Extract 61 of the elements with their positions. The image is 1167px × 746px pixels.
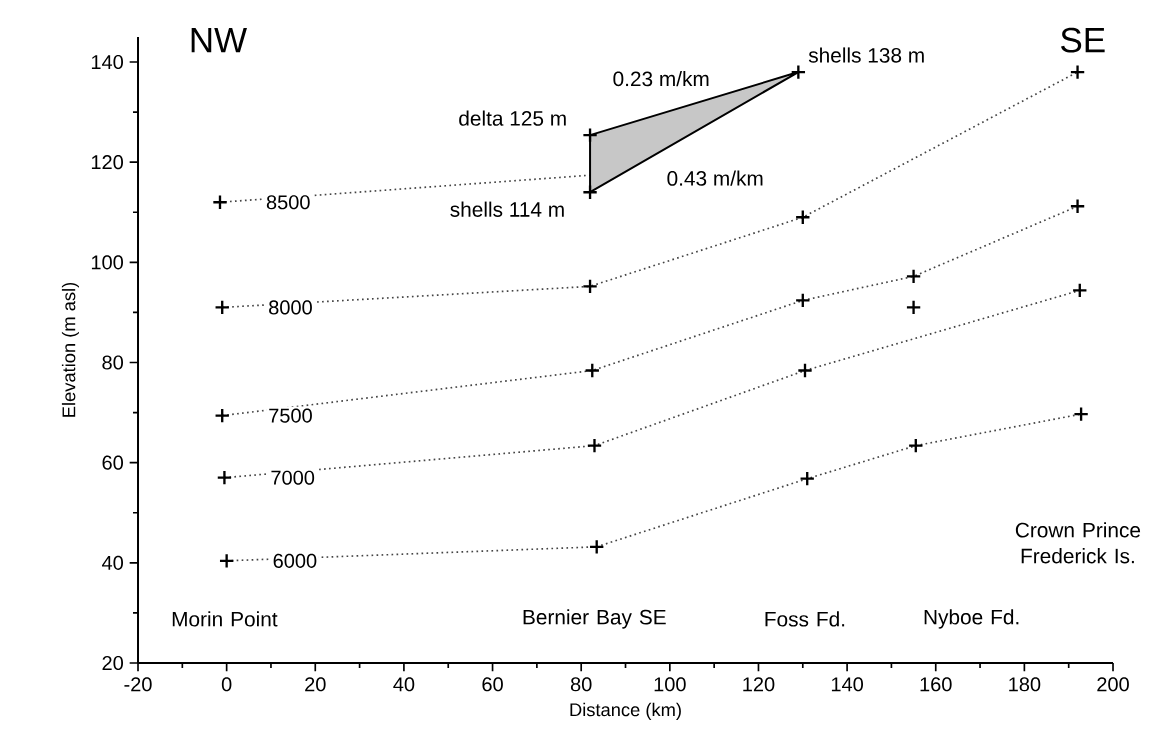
annotation: NW <box>191 28 247 53</box>
point <box>212 194 228 211</box>
y-tick-label: 20 <box>102 655 124 671</box>
x-tick-label: 60 <box>482 677 503 692</box>
y-tick-label: 60 <box>102 455 124 470</box>
series-label: 8000 <box>269 300 312 315</box>
series-label: 6000 <box>273 553 317 568</box>
x-tick-label: 0 <box>221 677 232 692</box>
annotation: shells 138 m <box>808 47 924 63</box>
x-tick-label: 100 <box>654 677 686 692</box>
point <box>905 299 922 316</box>
annotation: delta 125 m <box>459 110 566 126</box>
annotation: Nyboe Fd. <box>924 609 1019 629</box>
point <box>907 437 924 454</box>
x-axis-title: Distance (km) <box>570 702 681 720</box>
annotation: 0.23 m/km <box>613 70 709 87</box>
x-tick-label: 140 <box>831 677 864 692</box>
annotation: Crown Prince Frederick Is. <box>1015 522 1141 564</box>
point <box>584 362 601 379</box>
point <box>1071 282 1088 299</box>
point <box>218 553 235 569</box>
x-tick-label: 80 <box>570 677 592 692</box>
point <box>797 362 813 379</box>
point <box>790 64 807 80</box>
series-label: 8500 <box>266 195 310 210</box>
point <box>905 268 922 285</box>
series-label: 7500 <box>269 408 312 423</box>
y-tick-label: 40 <box>102 555 124 570</box>
annotation: SE <box>1061 27 1105 53</box>
point <box>588 538 605 555</box>
x-tick-label: 200 <box>1097 677 1129 692</box>
point <box>214 407 231 424</box>
x-tick-label: -20 <box>124 677 152 692</box>
annotation: 0.43 m/km <box>667 170 763 186</box>
point <box>799 470 816 487</box>
point <box>214 299 231 316</box>
x-tick-label: 20 <box>305 677 326 692</box>
x-tick-label: 160 <box>920 677 952 692</box>
point <box>582 184 598 201</box>
x-tick-label: 40 <box>393 677 415 692</box>
y-axis-title: Elevation (m asl) <box>61 282 79 417</box>
annotation: Foss Fd. <box>765 611 845 627</box>
x-tick-label: 120 <box>743 677 775 692</box>
annotation: Morin Point <box>172 611 278 627</box>
annotation: Bernier Bay SE <box>523 609 666 629</box>
y-tick-label: 80 <box>102 355 124 370</box>
y-tick-label: 120 <box>91 155 124 170</box>
point <box>582 278 598 295</box>
y-tick-label: 100 <box>91 255 124 270</box>
point <box>1069 198 1086 215</box>
point <box>216 469 233 486</box>
point <box>1069 64 1086 80</box>
annotation: shells 114 m <box>450 201 564 217</box>
point <box>794 209 811 226</box>
x-tick-label: 180 <box>1009 677 1041 692</box>
series-label: 7000 <box>271 470 315 485</box>
point <box>1073 406 1089 422</box>
point <box>582 127 598 143</box>
y-tick-label: 140 <box>91 54 124 70</box>
point <box>794 292 811 309</box>
point <box>586 437 603 454</box>
